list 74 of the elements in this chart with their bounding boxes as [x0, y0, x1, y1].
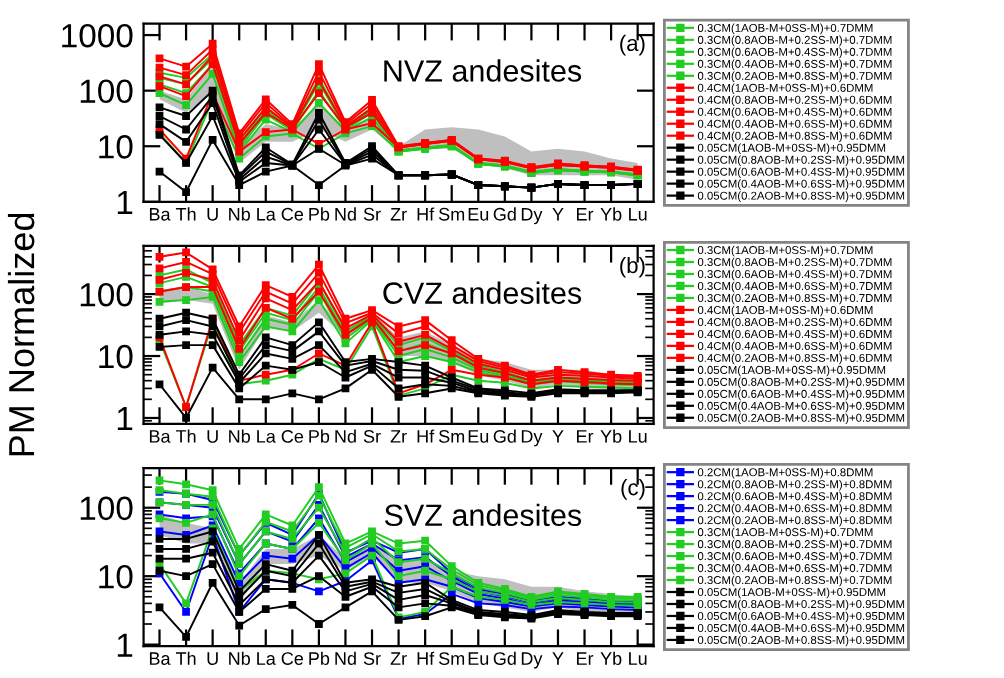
annotation: (c)	[621, 479, 645, 500]
x-tick-label: Zr	[390, 652, 407, 665]
x-tick-label: Y	[552, 430, 564, 443]
x-tick-label: Sr	[363, 207, 381, 221]
y-tick-label: 1	[117, 633, 133, 657]
y-tick-label: 100	[80, 79, 133, 104]
x-tick-label: U	[207, 652, 218, 665]
x-tick-label: Nb	[229, 207, 250, 221]
x-tick-label: Th	[175, 651, 196, 665]
x-tick-label: Yb	[600, 429, 622, 443]
x-tick-label: Y	[552, 208, 564, 221]
x-tick-label: Zr	[390, 208, 407, 221]
x-tick-label: Pb	[309, 429, 330, 443]
x-tick-label: Nb	[229, 429, 250, 443]
x-tick-label: Ce	[281, 207, 304, 221]
y-tick-label: 10	[99, 564, 133, 589]
x-tick-label: Eu	[468, 652, 489, 665]
x-tick-label: U	[207, 430, 218, 443]
x-tick-label: Sr	[363, 652, 381, 665]
x-tick-label: Er	[576, 652, 594, 665]
annotation: (b)	[620, 256, 645, 278]
x-tick-label: Yb	[600, 651, 622, 665]
x-tick-label: Th	[175, 207, 196, 221]
y-tick-label: 100	[80, 496, 133, 521]
x-tick-label: Hf	[417, 651, 435, 665]
x-tick-label: Sm	[439, 207, 465, 221]
x-tick-label: Dy	[521, 208, 543, 225]
x-tick-label: Sr	[363, 430, 381, 443]
x-tick-label: Pb	[309, 207, 330, 221]
x-tick-label: Hf	[417, 429, 435, 443]
text: CVZ andesites	[383, 281, 582, 304]
x-tick-label: Ba	[149, 652, 171, 665]
x-tick-label: Y	[552, 652, 564, 665]
y-tick-label: 100	[80, 282, 133, 307]
y-tick-label: 10	[99, 344, 133, 369]
x-tick-label: Gd	[493, 651, 516, 665]
x-tick-label: La	[257, 430, 276, 443]
x-tick-label: Lu	[629, 430, 647, 443]
x-tick-label: Ce	[281, 430, 304, 443]
x-tick-label: Sm	[439, 430, 465, 443]
x-tick-label: Yb	[600, 207, 622, 221]
x-tick-label: Hf	[417, 207, 435, 221]
x-tick-label: Lu	[629, 652, 647, 665]
x-tick-label: Eu	[468, 430, 489, 443]
x-tick-label: Dy	[521, 430, 543, 447]
text: SVZ andesites	[384, 503, 582, 527]
x-tick-label: Lu	[629, 208, 647, 221]
x-tick-label: Nb	[229, 651, 250, 665]
x-tick-label: Zr	[390, 430, 407, 443]
y-tick-label: 1	[117, 190, 133, 214]
y-tick-label: 10	[99, 135, 133, 159]
x-tick-label: Er	[576, 208, 594, 221]
x-tick-label: La	[257, 652, 276, 665]
x-tick-label: Nd	[335, 651, 356, 665]
x-tick-label: Nd	[335, 429, 356, 443]
x-tick-label: U	[207, 208, 218, 221]
x-tick-label: Th	[175, 429, 196, 443]
text: NVZ andesites	[384, 59, 582, 82]
x-tick-label: Ba	[149, 430, 171, 443]
x-tick-label: La	[257, 208, 276, 221]
x-tick-label: Gd	[493, 429, 516, 443]
x-tick-label: Pb	[309, 651, 330, 665]
y-tick-label: 1	[117, 407, 133, 431]
annotation: (a)	[620, 34, 645, 56]
x-tick-label: Dy	[521, 652, 543, 669]
x-tick-label: Sm	[439, 652, 465, 665]
x-tick-label: Ba	[149, 208, 171, 221]
y-axis-title: PM Normalized	[7, 213, 35, 456]
x-tick-label: Er	[576, 430, 594, 443]
x-tick-label: Eu	[468, 208, 489, 221]
y-tick-label: 1000	[62, 23, 133, 48]
x-tick-label: Gd	[493, 207, 516, 221]
x-tick-label: Ce	[281, 652, 304, 665]
x-tick-label: Nd	[335, 207, 356, 221]
